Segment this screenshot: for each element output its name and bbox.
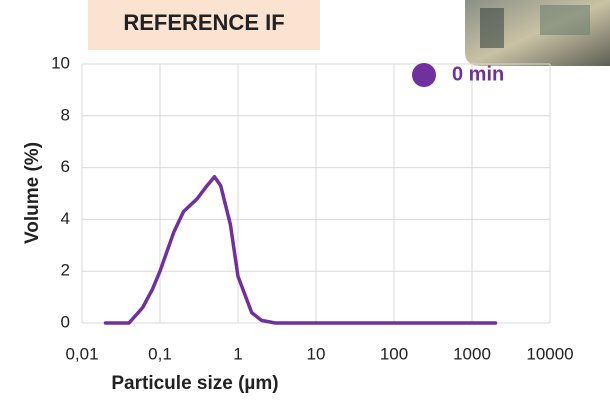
y-tick-label: 10: [51, 53, 70, 72]
x-axis-label: Particule size (µm): [111, 373, 278, 394]
x-tick-label: 0,01: [65, 344, 98, 363]
legend-marker: [412, 63, 436, 87]
y-tick-label: 4: [61, 209, 70, 228]
data-line: [103, 174, 498, 325]
y-tick-label: 0: [61, 312, 70, 331]
legend-label: 0 min: [452, 63, 504, 85]
x-tick-label: 10: [307, 344, 326, 363]
y-axis-label: Volume (%): [22, 142, 43, 244]
y-tick-label: 2: [61, 261, 70, 280]
chart-title: REFERENCE IF: [123, 10, 284, 35]
x-tick-label: 1000: [453, 344, 491, 363]
x-tick-label: 100: [380, 344, 408, 363]
x-tick-label: 1: [233, 344, 242, 363]
photo-detail: [480, 8, 504, 48]
x-tick-label: 0,1: [148, 344, 172, 363]
x-tick-label: 10000: [526, 344, 573, 363]
y-tick-label: 6: [61, 157, 70, 176]
title-box: [88, 0, 320, 50]
photo-detail: [540, 5, 590, 35]
y-tick-label: 8: [61, 105, 70, 124]
